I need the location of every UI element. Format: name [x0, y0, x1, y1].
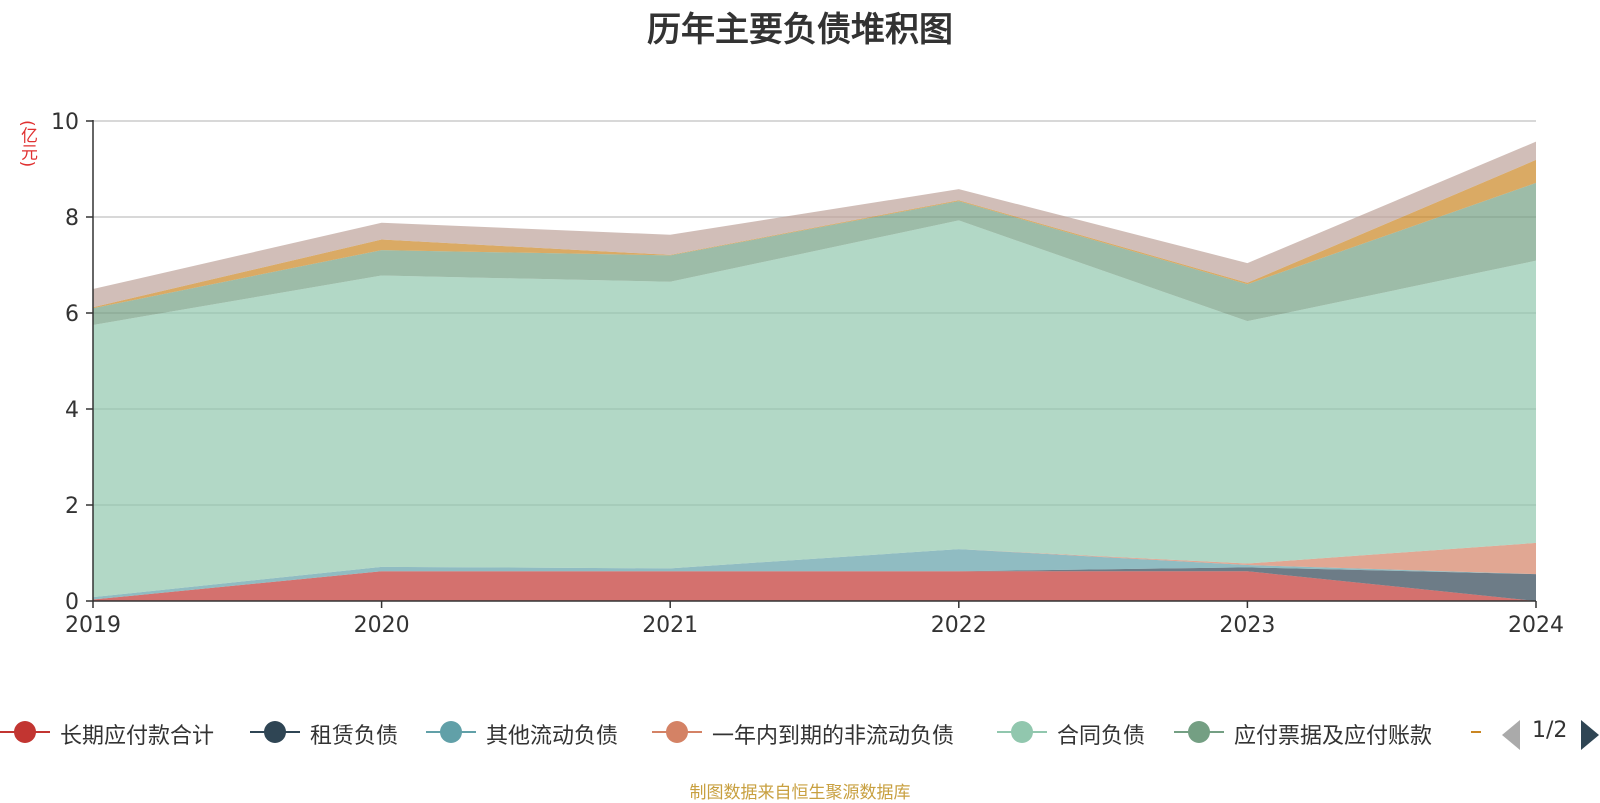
legend-label: 一年内到期的非流动负债: [712, 724, 955, 749]
y-tick-label: 10: [51, 110, 79, 135]
legend-marker-icon: [1188, 721, 1210, 743]
legend-label: 租赁负债: [310, 724, 399, 749]
series-area-5: [93, 182, 1536, 325]
legend-page-indicator: 1/2: [1532, 718, 1568, 743]
x-tick-label: 2024: [1508, 613, 1564, 638]
legend-marker-icon: [1011, 721, 1033, 743]
data-source-note: 制图数据来自恒生聚源数据库: [689, 783, 911, 803]
legend-marker-icon: [14, 721, 36, 743]
legend-label: 应付票据及应付账款: [1234, 724, 1433, 749]
chart-title: 历年主要负债堆积图: [647, 10, 953, 50]
series-area-0: [93, 571, 1536, 601]
y-tick-label: 8: [65, 206, 79, 231]
series-area-2: [93, 549, 1536, 600]
legend-truncated-item-icon: [1471, 731, 1481, 733]
series-area-4: [93, 220, 1536, 598]
x-tick-label: 2019: [65, 613, 121, 638]
legend-label: 合同负债: [1057, 724, 1146, 749]
legend-marker-icon: [264, 721, 286, 743]
legend-label: 其他流动负债: [486, 724, 619, 749]
y-tick-label: 6: [65, 302, 79, 327]
axes: 0 2 4 6 8 10 2019 2020 2021 2022 2023 2024: [51, 110, 1564, 638]
series-area-7: [93, 141, 1536, 308]
legend-marker-icon: [666, 721, 688, 743]
y-tick-label: 0: [65, 590, 79, 615]
y-axis-unit-label: (亿元): [17, 120, 37, 168]
legend-marker-icon: [440, 721, 462, 743]
x-tick-label: 2022: [931, 613, 987, 638]
legend-label: 长期应付款合计: [60, 724, 215, 749]
x-tick-label: 2021: [642, 613, 698, 638]
series-area-1: [93, 567, 1536, 601]
legend-prev-page-icon[interactable]: [1502, 720, 1520, 750]
legend-next-page-icon[interactable]: [1581, 720, 1599, 750]
y-tick-label: 2: [65, 494, 79, 519]
legend-pager: 1/2: [1502, 718, 1600, 754]
x-tick-label: 2023: [1219, 613, 1275, 638]
series-areas: [93, 141, 1536, 601]
x-tick-label: 2020: [354, 613, 410, 638]
y-tick-label: 4: [65, 398, 79, 423]
